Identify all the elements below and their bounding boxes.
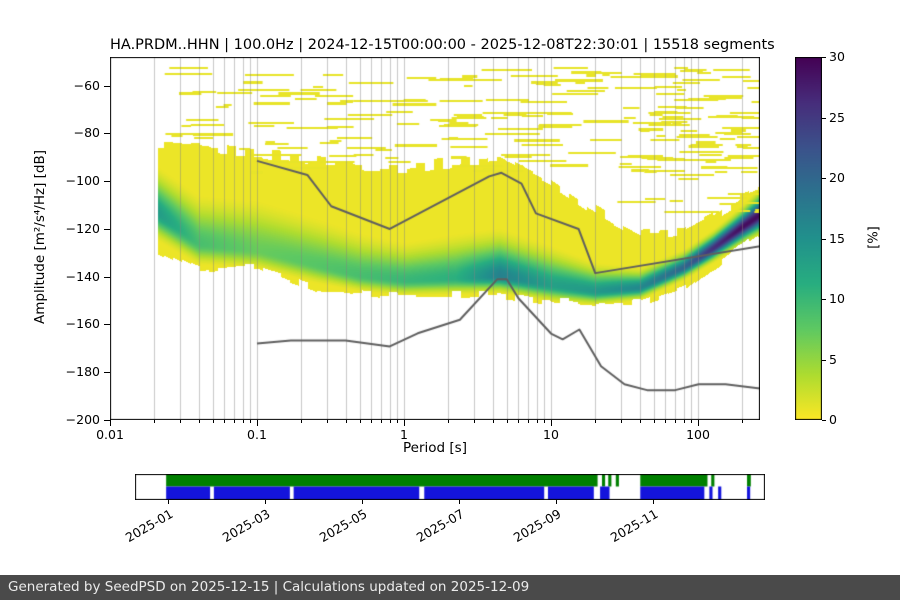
y-tick-label: −60 <box>73 77 100 93</box>
x-tick-label: 1 <box>400 427 408 442</box>
x-tick-mark <box>551 420 552 426</box>
y-tick-label: −180 <box>65 364 100 380</box>
colorbar-tick-mark <box>822 117 826 119</box>
x-minor-tick-mark <box>448 420 449 423</box>
colorbar-tick-label: 5 <box>829 351 837 367</box>
x-minor-tick-mark <box>665 420 666 423</box>
x-tick-label: 10 <box>543 427 559 442</box>
coverage-tick-mark <box>361 500 363 504</box>
x-minor-tick-mark <box>327 420 328 423</box>
x-tick-label: 100 <box>686 427 710 442</box>
colorbar-tick-label: 30 <box>829 49 845 64</box>
x-minor-tick-mark <box>397 420 398 423</box>
colorbar-tick-mark <box>822 299 826 300</box>
x-minor-tick-mark <box>640 420 641 423</box>
x-minor-tick-mark <box>537 420 538 423</box>
colorbar-tick-label: 10 <box>829 291 845 306</box>
x-minor-tick-mark <box>493 420 494 423</box>
x-tick-mark <box>257 420 258 426</box>
x-minor-tick-mark <box>528 420 529 423</box>
x-minor-tick-mark <box>180 420 181 423</box>
coverage-tick-mark <box>652 500 654 504</box>
x-tick-label: 0.1 <box>247 427 267 442</box>
x-minor-tick-mark <box>234 420 235 423</box>
y-tick-mark <box>104 420 110 421</box>
coverage-bar-canvas <box>135 474 765 500</box>
y-tick-mark <box>104 181 110 183</box>
colorbar-tick-label: 25 <box>829 109 845 125</box>
x-minor-tick-mark <box>654 420 655 423</box>
x-minor-tick-mark <box>213 420 214 423</box>
x-minor-tick-mark <box>675 420 676 423</box>
x-minor-tick-mark <box>390 420 391 423</box>
y-tick-mark <box>104 324 110 326</box>
x-minor-tick-mark <box>346 420 347 423</box>
coverage-tick-mark <box>458 500 460 504</box>
x-minor-tick-mark <box>250 420 251 423</box>
y-axis-label: Amplitude [m²/s⁴/Hz] [dB] <box>32 150 48 325</box>
colorbar-tick-label: 0 <box>829 412 837 427</box>
x-minor-tick-mark <box>474 420 475 423</box>
y-tick-label: −80 <box>73 125 100 141</box>
colorbar-tick-mark <box>822 178 826 179</box>
x-tick-mark <box>698 420 699 426</box>
y-tick-mark <box>104 372 110 374</box>
x-minor-tick-mark <box>224 420 225 423</box>
footer-bar: Generated by SeedPSD on 2025-12-15 | Cal… <box>0 575 900 600</box>
ppsd-heatmap-canvas <box>110 57 760 420</box>
x-axis-label: Period [s] <box>403 440 467 456</box>
coverage-tick-label: 2025-03 <box>219 506 273 546</box>
x-minor-tick-mark <box>371 420 372 423</box>
y-tick-mark <box>104 276 110 278</box>
coverage-tick-label: 2025-11 <box>607 506 661 546</box>
x-minor-tick-mark <box>544 420 545 423</box>
x-minor-tick-mark <box>518 420 519 423</box>
colorbar-tick-mark <box>822 238 826 240</box>
x-tick-mark <box>110 420 111 426</box>
y-tick-label: −200 <box>65 412 100 427</box>
x-minor-tick-mark <box>360 420 361 423</box>
x-tick-mark <box>404 420 405 426</box>
y-tick-label: −160 <box>65 316 100 332</box>
coverage-tick-label: 2025-09 <box>510 506 564 546</box>
colorbar-tick-label: 20 <box>829 170 845 185</box>
x-minor-tick-mark <box>243 420 244 423</box>
coverage-tick-mark <box>555 500 557 504</box>
y-tick-mark <box>104 85 110 87</box>
x-minor-tick-mark <box>199 420 200 423</box>
coverage-tick-label: 2025-07 <box>413 506 467 546</box>
y-tick-mark <box>104 133 110 135</box>
x-minor-tick-mark <box>595 420 596 423</box>
x-minor-tick-mark <box>154 420 155 423</box>
x-minor-tick-mark <box>621 420 622 423</box>
x-minor-tick-mark <box>742 420 743 423</box>
colorbar-tick-mark <box>822 420 826 421</box>
colorbar-tick-mark <box>822 57 826 58</box>
y-tick-mark <box>104 228 110 230</box>
x-tick-label: 0.01 <box>96 427 124 442</box>
colorbar-tick-mark <box>822 359 826 361</box>
x-minor-tick-mark <box>691 420 692 423</box>
x-minor-tick-mark <box>684 420 685 423</box>
y-tick-label: −120 <box>65 220 100 236</box>
coverage-tick-label: 2025-05 <box>316 506 370 546</box>
y-tick-label: −100 <box>65 173 100 189</box>
chart-title: HA.PRDM..HHN | 100.0Hz | 2024-12-15T00:0… <box>110 37 775 53</box>
x-minor-tick-mark <box>381 420 382 423</box>
colorbar-canvas <box>795 57 822 420</box>
x-minor-tick-mark <box>301 420 302 423</box>
colorbar-tick-label: 15 <box>829 230 845 246</box>
footer-text: Generated by SeedPSD on 2025-12-15 | Cal… <box>8 579 530 595</box>
y-tick-label: −140 <box>65 268 100 284</box>
coverage-tick-label: 2025-01 <box>122 506 176 546</box>
coverage-tick-mark <box>264 500 266 504</box>
coverage-tick-mark <box>167 500 169 504</box>
colorbar-label: [%] <box>866 226 882 249</box>
x-minor-tick-mark <box>507 420 508 423</box>
